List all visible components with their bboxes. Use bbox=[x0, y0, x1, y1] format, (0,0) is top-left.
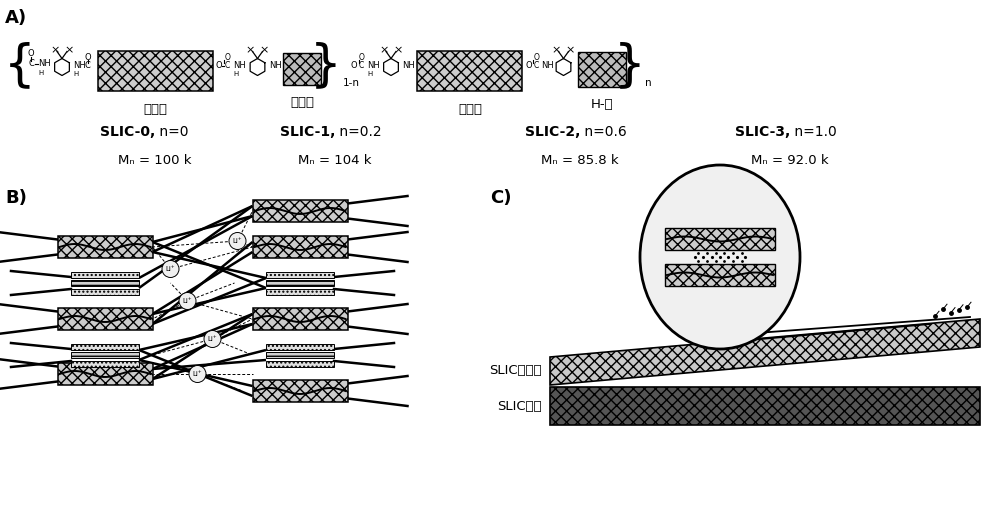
Text: Mₙ = 92.0 k: Mₙ = 92.0 k bbox=[751, 154, 829, 168]
Text: }: } bbox=[614, 41, 646, 89]
Text: H: H bbox=[234, 71, 239, 77]
Bar bbox=[266, 271, 334, 278]
Bar bbox=[71, 360, 139, 367]
Text: ×: × bbox=[50, 45, 60, 56]
Text: O: O bbox=[84, 52, 91, 61]
Text: NH: NH bbox=[234, 60, 246, 69]
Text: H: H bbox=[38, 70, 43, 76]
Circle shape bbox=[162, 260, 179, 278]
Text: n=0: n=0 bbox=[155, 125, 188, 139]
Circle shape bbox=[179, 293, 196, 309]
Text: C: C bbox=[224, 61, 230, 70]
Bar bbox=[266, 288, 334, 295]
Bar bbox=[252, 236, 348, 258]
Bar bbox=[665, 264, 775, 286]
Text: C: C bbox=[533, 61, 539, 70]
Bar bbox=[58, 363, 152, 385]
Ellipse shape bbox=[640, 165, 800, 349]
Text: Mₙ = 104 k: Mₙ = 104 k bbox=[298, 154, 372, 168]
Text: n=0.6: n=0.6 bbox=[580, 125, 627, 139]
Text: SLIC-2,: SLIC-2, bbox=[525, 125, 580, 139]
Bar bbox=[71, 280, 139, 286]
Text: A): A) bbox=[5, 9, 27, 27]
Bar bbox=[252, 200, 348, 222]
Text: n=1.0: n=1.0 bbox=[790, 125, 837, 139]
Circle shape bbox=[204, 331, 221, 348]
Text: O: O bbox=[224, 53, 230, 62]
Bar bbox=[71, 343, 139, 350]
Text: B): B) bbox=[5, 189, 27, 207]
Text: Mₙ = 85.8 k: Mₙ = 85.8 k bbox=[541, 154, 619, 168]
Text: O: O bbox=[351, 61, 358, 70]
Text: O: O bbox=[215, 61, 222, 70]
Text: ×: × bbox=[393, 45, 403, 56]
Text: Li⁺: Li⁺ bbox=[193, 371, 202, 377]
Bar bbox=[266, 280, 334, 286]
Text: ×: × bbox=[379, 45, 389, 56]
Bar bbox=[266, 352, 334, 358]
Text: Li⁺: Li⁺ bbox=[233, 238, 242, 244]
Text: ×: × bbox=[566, 45, 575, 56]
Text: H-键: H-键 bbox=[591, 98, 613, 111]
Bar bbox=[71, 271, 139, 278]
Bar bbox=[665, 228, 775, 250]
Text: ×: × bbox=[552, 45, 561, 56]
Bar bbox=[58, 236, 152, 258]
Text: NH: NH bbox=[269, 60, 282, 69]
Text: NH: NH bbox=[367, 60, 380, 69]
Bar bbox=[71, 352, 139, 358]
Bar bbox=[550, 387, 980, 425]
Text: }: } bbox=[310, 41, 342, 89]
Text: NH: NH bbox=[74, 60, 86, 69]
Text: H: H bbox=[74, 71, 79, 77]
Text: 1-n: 1-n bbox=[343, 78, 360, 88]
Text: O: O bbox=[359, 53, 365, 62]
Bar bbox=[98, 51, 212, 91]
Bar bbox=[283, 53, 321, 85]
Text: SLIC电极: SLIC电极 bbox=[497, 399, 542, 413]
Text: C: C bbox=[359, 61, 364, 70]
Text: SLIC-1,: SLIC-1, bbox=[280, 125, 335, 139]
Text: 软链段: 软链段 bbox=[143, 103, 167, 116]
Text: SLIC-0,: SLIC-0, bbox=[100, 125, 155, 139]
Text: O: O bbox=[525, 61, 532, 70]
Bar bbox=[266, 360, 334, 367]
Bar bbox=[252, 308, 348, 330]
Text: ×: × bbox=[246, 45, 255, 56]
Text: C: C bbox=[85, 61, 90, 70]
Bar bbox=[71, 288, 139, 295]
Text: ×: × bbox=[64, 45, 74, 56]
Text: C: C bbox=[28, 59, 34, 68]
Text: Li⁺: Li⁺ bbox=[166, 266, 175, 272]
Text: NH: NH bbox=[402, 60, 415, 69]
Bar bbox=[417, 51, 522, 91]
Text: O: O bbox=[28, 49, 34, 58]
Polygon shape bbox=[550, 319, 980, 385]
Bar bbox=[252, 380, 348, 402]
Text: Mₙ = 100 k: Mₙ = 100 k bbox=[118, 154, 192, 168]
Text: n=0.2: n=0.2 bbox=[335, 125, 382, 139]
Text: SLIC-3,: SLIC-3, bbox=[735, 125, 790, 139]
Bar bbox=[578, 52, 626, 87]
Text: C): C) bbox=[490, 189, 512, 207]
Text: H: H bbox=[367, 71, 372, 77]
Text: NH: NH bbox=[38, 59, 51, 68]
Text: Li⁺: Li⁺ bbox=[183, 298, 192, 304]
Circle shape bbox=[189, 366, 206, 382]
Text: 间隔基: 间隔基 bbox=[290, 96, 314, 109]
Circle shape bbox=[229, 233, 246, 250]
Text: Li⁺: Li⁺ bbox=[208, 336, 217, 342]
Text: SLIC电解质: SLIC电解质 bbox=[489, 364, 542, 378]
Text: NH: NH bbox=[541, 60, 554, 69]
Text: n: n bbox=[645, 78, 652, 88]
Text: 软链段: 软链段 bbox=[458, 103, 482, 116]
Bar bbox=[266, 343, 334, 350]
Bar bbox=[58, 308, 152, 330]
Text: {: { bbox=[4, 41, 36, 89]
Text: ×: × bbox=[260, 45, 269, 56]
Text: O: O bbox=[533, 53, 539, 62]
